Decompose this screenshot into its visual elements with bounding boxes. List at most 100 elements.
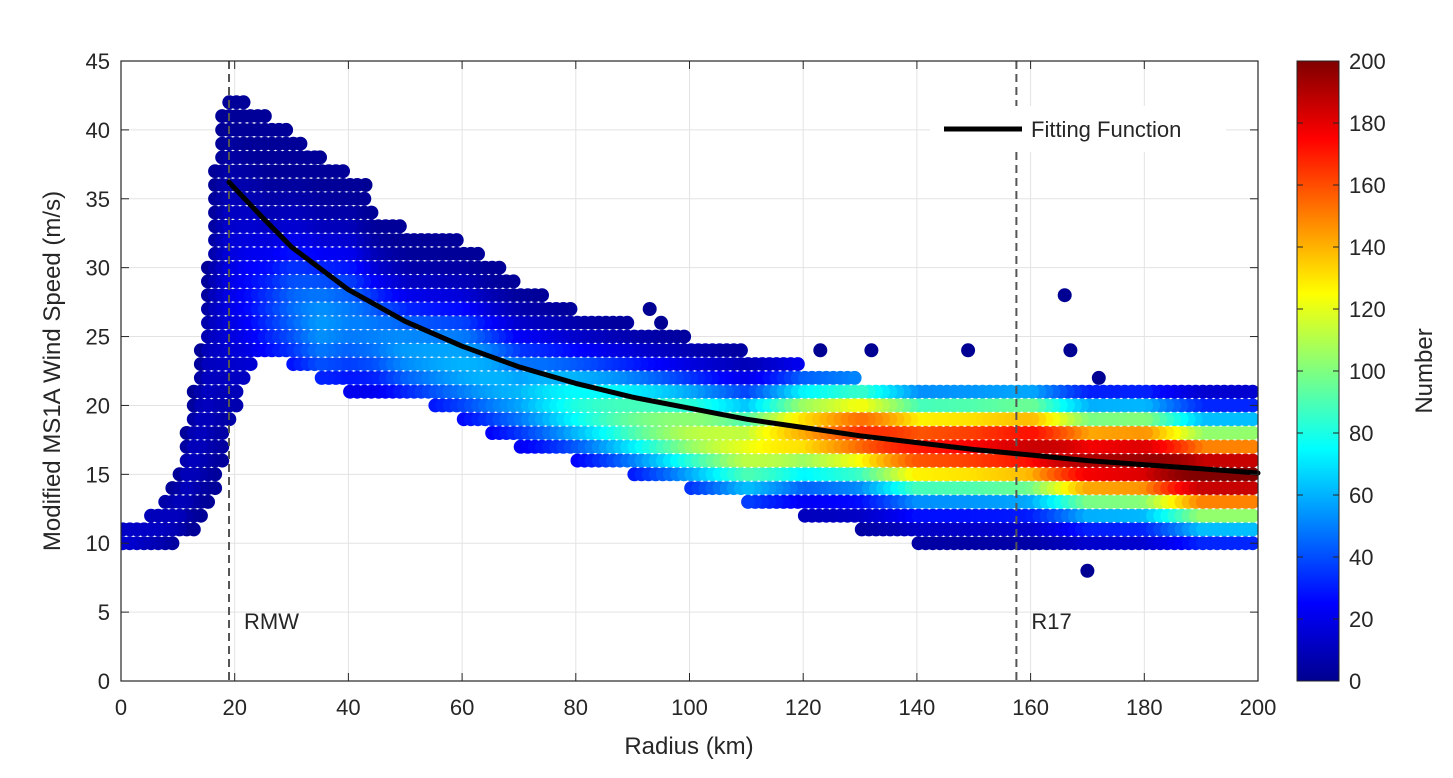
scatter-point <box>854 412 869 427</box>
scatter-point <box>790 357 805 372</box>
fitting-function-layer <box>226 179 1261 476</box>
colorbar-tick-label: 200 <box>1349 49 1386 74</box>
colorbar-tick-label: 160 <box>1349 173 1386 198</box>
x-tick-label: 180 <box>1126 695 1163 720</box>
scatter-point <box>286 178 301 192</box>
scatter-point <box>236 219 251 234</box>
reference-lines: RMW R17 <box>228 61 1072 681</box>
scatter-point <box>864 343 879 358</box>
x-tick-label: 120 <box>785 695 822 720</box>
scatter-point <box>1131 426 1146 440</box>
scatter-point <box>350 178 365 192</box>
scatter-point <box>854 398 869 413</box>
scatter-point <box>236 95 251 110</box>
scatter-point <box>741 494 756 509</box>
colorbar-tick-label: 80 <box>1349 421 1373 446</box>
legend: Fitting Function <box>930 106 1226 152</box>
scatter-point <box>1091 370 1106 385</box>
scatter-point <box>1025 426 1040 440</box>
scatter-point <box>1018 384 1033 399</box>
scatter-point <box>1245 453 1258 468</box>
scatter-point <box>172 494 187 509</box>
scatter-point <box>286 191 301 206</box>
scatter-point <box>236 205 251 220</box>
colorbar: 0 20 40 60 80 100 120 140 160 180 200 Number <box>1296 49 1438 694</box>
scatter-point <box>158 508 173 523</box>
y-tick-label: 35 <box>86 187 110 212</box>
scatter-point <box>1245 481 1258 496</box>
scatter-point <box>314 329 329 344</box>
scatter-point <box>961 343 976 358</box>
scatter-point <box>201 398 215 413</box>
y-tick-label: 45 <box>86 49 110 74</box>
colorbar-tick-label: 60 <box>1349 483 1373 508</box>
scatter-point <box>1131 439 1146 454</box>
y-tick-label: 15 <box>86 462 110 487</box>
scatter-point <box>471 246 485 261</box>
scatter-point <box>1032 439 1047 454</box>
scatter-point <box>741 481 756 496</box>
scatter-point <box>712 426 727 440</box>
reference-line-label: RMW <box>244 609 299 634</box>
x-tick-label: 40 <box>336 695 360 720</box>
scatter-point <box>392 219 407 234</box>
scatter-point <box>449 233 464 248</box>
y-tick-label: 25 <box>86 325 110 350</box>
scatter-point <box>243 233 258 248</box>
scatter-point <box>677 412 692 427</box>
colorbar-tick-label: 20 <box>1349 607 1373 632</box>
scatter-point <box>314 357 329 372</box>
scatter-point <box>250 246 265 261</box>
x-tick-label: 200 <box>1240 695 1277 720</box>
scatter-point <box>314 315 329 330</box>
scatter-point <box>1245 384 1258 399</box>
reference-line-label: R17 <box>1031 609 1071 634</box>
scatter-point <box>186 439 201 454</box>
scatter-point <box>286 205 301 220</box>
colorbar-label: Number <box>1411 328 1438 413</box>
scatter-point <box>854 384 869 399</box>
scatter-point <box>229 384 244 399</box>
scatter-point <box>1131 412 1146 427</box>
scatter-point <box>314 370 329 385</box>
y-axis-label: Modified MS1A Wind Speed (m/s) <box>39 191 66 551</box>
scatter-point <box>257 109 272 124</box>
scatter-point <box>492 260 507 275</box>
scatter-point <box>179 467 194 482</box>
scatter-point <box>456 357 471 372</box>
x-tick-label: 60 <box>450 695 474 720</box>
y-tick-label: 0 <box>98 669 110 694</box>
scatter-point <box>392 329 407 344</box>
x-tick-label: 20 <box>222 695 246 720</box>
scatter-point <box>201 384 215 399</box>
scatter-point <box>286 260 301 275</box>
x-tick-label: 80 <box>564 695 588 720</box>
scatter-point <box>286 219 301 234</box>
scatter-point <box>1018 398 1033 413</box>
scatter-point <box>642 302 657 316</box>
scatter-point <box>1245 412 1258 427</box>
scatter-point <box>1245 522 1258 537</box>
scatter-point <box>1245 426 1258 440</box>
scatter-point <box>300 274 315 289</box>
scatter-point <box>314 343 329 358</box>
scatter-point <box>1063 343 1078 358</box>
y-tick-label: 10 <box>86 531 110 556</box>
axis-ticks: 0 20 40 60 80 100 120 140 160 180 200 0 5 10 15 20 25 30 3… <box>86 49 1277 720</box>
scatter-point <box>1131 398 1146 413</box>
scatter-point <box>314 288 329 303</box>
scatter-point <box>485 370 500 385</box>
scatter-point <box>307 150 322 165</box>
colorbar-tick-label: 120 <box>1349 297 1386 322</box>
scatter-point <box>179 481 194 496</box>
scatter-point <box>293 136 308 151</box>
colorbar-tick-label: 180 <box>1349 111 1386 136</box>
scatter-point <box>193 412 208 427</box>
x-tick-label: 140 <box>899 695 936 720</box>
scatter-point <box>1018 412 1033 427</box>
scatter-point <box>236 370 251 385</box>
x-axis-label: Radius (km) <box>624 733 753 760</box>
colorbar-tick-label: 40 <box>1349 545 1373 570</box>
scatter-point <box>286 164 301 179</box>
